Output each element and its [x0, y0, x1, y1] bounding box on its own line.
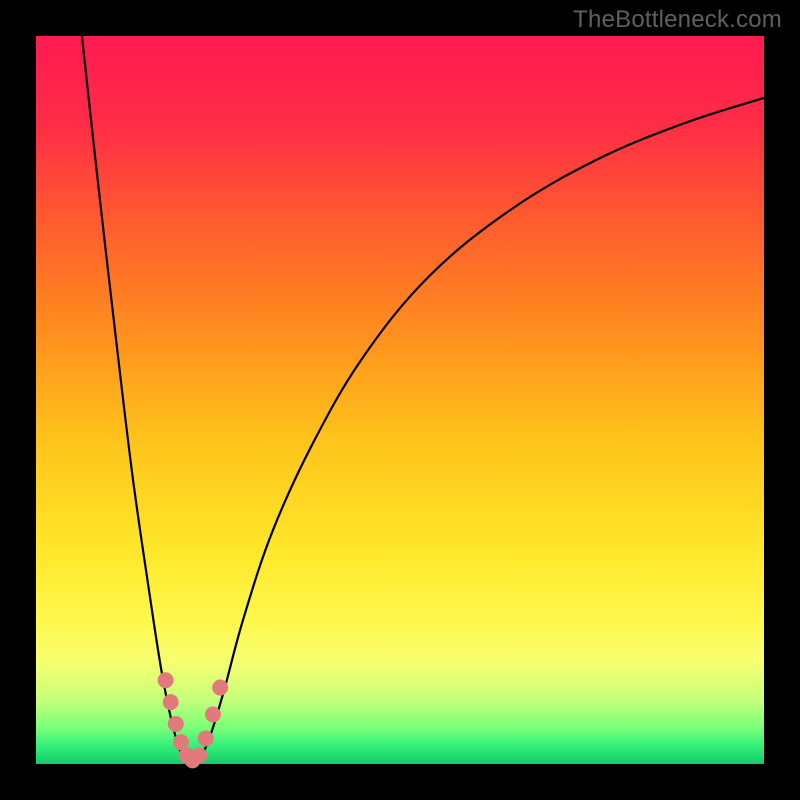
marker-dot: [158, 672, 174, 688]
marker-dot: [212, 680, 228, 696]
marker-dot: [163, 694, 179, 710]
marker-dot: [198, 731, 214, 747]
marker-dot: [191, 747, 207, 763]
marker-dot: [205, 706, 221, 722]
plot-background: [36, 36, 764, 764]
bottleneck-curve-plot: [0, 0, 800, 800]
marker-dot: [168, 716, 184, 732]
chart-frame: TheBottleneck.com: [0, 0, 800, 800]
